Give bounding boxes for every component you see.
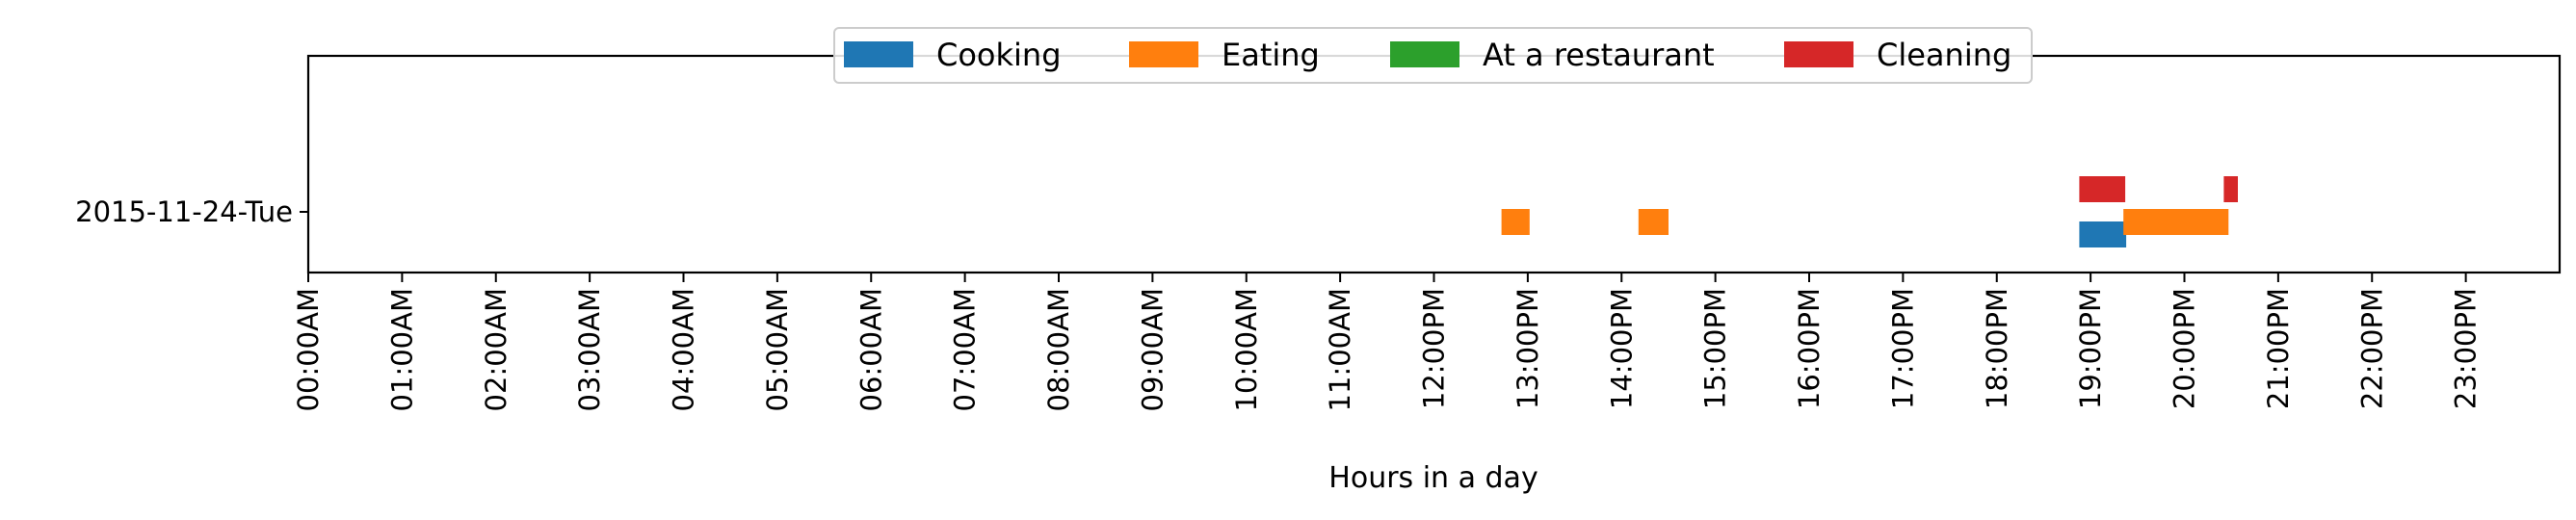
legend-label-cleaning: Cleaning xyxy=(1877,37,2011,73)
x-tick-label: 03:00AM xyxy=(573,288,606,411)
x-tick-label: 00:00AM xyxy=(292,288,325,411)
legend-item-cooking: Cooking xyxy=(844,37,1062,73)
x-tick-label: 10:00AM xyxy=(1230,288,1263,411)
x-tick-label: 12:00PM xyxy=(1418,288,1451,409)
legend-label-eating: Eating xyxy=(1222,37,1320,73)
x-tick-label: 05:00AM xyxy=(761,288,794,411)
x-axis-label: Hours in a day xyxy=(1328,461,1538,495)
bars-layer xyxy=(1501,176,2238,247)
x-tick-label: 02:00AM xyxy=(480,288,513,411)
legend-swatch-cooking xyxy=(844,41,913,67)
x-tick-label: 15:00PM xyxy=(1699,288,1732,409)
legend-item-at-a-restaurant: At a restaurant xyxy=(1390,37,1715,73)
x-tick-label: 23:00PM xyxy=(2450,288,2483,409)
x-axis: 00:00AM 01:00AM 02:00AM 03:00AM 04:00AM 05:00… xyxy=(292,273,2483,411)
legend: Cooking Eating At a restaurant Cleaning xyxy=(833,27,2033,84)
x-tick-label: 17:00PM xyxy=(1886,288,1919,409)
legend-swatch-eating xyxy=(1129,41,1198,67)
y-tick-label: 2015-11-24-Tue xyxy=(75,195,293,228)
x-tick-label: 18:00PM xyxy=(1981,288,2013,409)
x-tick-label: 13:00PM xyxy=(1511,288,1544,409)
bar-eating-1 xyxy=(1638,209,1669,235)
x-tick-label: 07:00AM xyxy=(949,288,982,411)
x-tick-label: 19:00PM xyxy=(2074,288,2107,409)
bar-cooking-0 xyxy=(2079,221,2127,247)
legend-label-at-a-restaurant: At a restaurant xyxy=(1483,37,1715,73)
legend-swatch-at-a-restaurant xyxy=(1390,41,1459,67)
x-tick-label: 09:00AM xyxy=(1136,288,1169,411)
x-tick-label: 20:00PM xyxy=(2169,288,2201,409)
bar-cleaning-0 xyxy=(2079,176,2126,202)
x-tick-label: 06:00AM xyxy=(854,288,887,411)
x-tick-label: 14:00PM xyxy=(1605,288,1638,409)
x-tick-label: 21:00PM xyxy=(2262,288,2295,409)
legend-item-cleaning: Cleaning xyxy=(1784,37,2011,73)
x-tick-label: 08:00AM xyxy=(1042,288,1075,411)
x-tick-label: 11:00AM xyxy=(1324,288,1356,411)
x-tick-label: 01:00AM xyxy=(385,288,418,411)
y-axis: 2015-11-24-Tue xyxy=(75,195,308,228)
x-tick-label: 16:00PM xyxy=(1793,288,1826,409)
bar-cleaning-1 xyxy=(2223,176,2238,202)
legend-label-cooking: Cooking xyxy=(936,37,1062,73)
legend-swatch-cleaning xyxy=(1784,41,1853,67)
x-tick-label: 04:00AM xyxy=(668,288,700,411)
legend-item-eating: Eating xyxy=(1129,37,1320,73)
x-tick-label: 22:00PM xyxy=(2355,288,2388,409)
bar-eating-2 xyxy=(2123,209,2229,235)
bar-eating-0 xyxy=(1501,209,1530,235)
